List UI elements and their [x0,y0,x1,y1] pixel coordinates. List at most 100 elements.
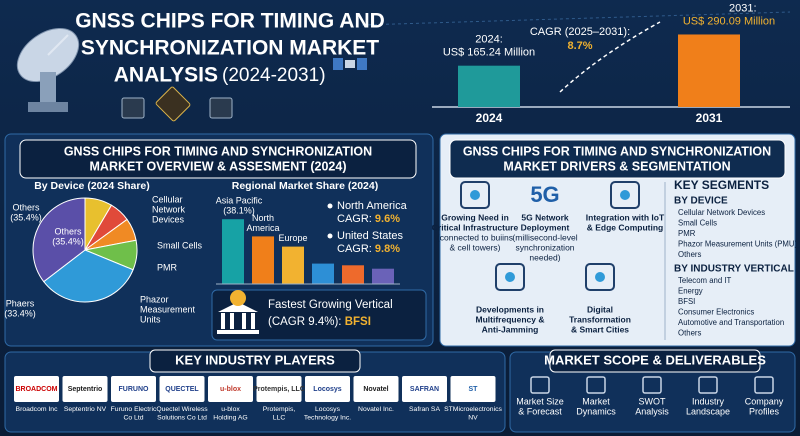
scope-item: Market Size [516,396,564,406]
callout-name: North America [337,200,408,212]
driver-title: Integration with IoT [586,212,665,222]
driver-note: needed) [529,252,560,262]
player-logo-card [256,376,302,402]
cagr-label: CAGR (2025–2031): [530,26,630,38]
driver-note: (millisecond-level [512,232,577,242]
growth-arrow [559,21,661,93]
player-logo: Protempis, LLC [253,386,305,393]
cagr-value: 8.7% [567,40,592,52]
players-title-box [149,349,361,373]
player-logo-card [62,376,108,402]
driver-title: Developments in [476,304,544,314]
scope-item: Dynamics [576,406,616,416]
driver-title: Growing Need in [441,212,509,222]
scope-item: & Forecast [518,406,562,416]
pie-label: (33.4%) [4,308,36,318]
pie-slice [43,249,134,303]
segments-heading: BY DEVICE [674,196,728,207]
overview-title-box [19,139,417,179]
callout-cagr: CAGR: 9.8% [337,243,400,255]
player-logo: QUECTEL [165,386,199,393]
pie-slice [32,197,86,283]
player-logo: Septentrio [68,386,103,393]
pie-label: Phazor [140,294,169,304]
drivers-title-box [449,139,786,179]
region-bar [252,236,274,284]
driver-title: & Edge Computing [587,222,664,232]
growth-year: 2031 [696,111,723,125]
segment-item: Automotive and Transportation [678,318,784,327]
callout-cagr: CAGR: 9.6% [337,213,400,225]
driver-note: (connected to buiins [437,232,513,242]
growth-value-label: US$ 165.24 Million [443,47,535,59]
driver-title: Digital [587,304,613,314]
satellite-dish-illustration [16,11,791,122]
fastest-vertical-part: BFSI [345,316,371,328]
bank-icon [217,290,259,334]
growth-bar [678,34,740,107]
segment-item: Energy [678,287,703,296]
player-name: Septentrio NV [64,406,107,413]
drivers-title: MARKET DRIVERS & SEGMENTATION [503,159,730,173]
driver-note: & cell towers) [449,242,500,252]
driver-icon-dot [470,190,480,200]
growth-value-label: US$ 290.09 Million [683,15,775,27]
device-chart-title: By Device (2024 Share) [34,180,150,192]
player-name: NV [468,414,478,421]
pie-side-label: (35.4%) [10,212,42,222]
driver-icon [610,181,640,209]
growth-bar [458,65,520,107]
driver-icon-dot [620,190,630,200]
overview-title: GNSS CHIPS FOR TIMING AND SYNCHRONIZATIO… [64,144,372,158]
scope-item: Company [745,396,784,406]
scope-icon [698,376,718,394]
player-logo-card [111,376,156,402]
scope-item: Profiles [749,406,780,416]
driver-title: 5G Network [521,212,569,222]
player-logo: Novatel [363,386,388,393]
driver-icon [460,181,490,209]
player-logo-card [14,376,59,402]
callout-bullet [327,233,333,239]
drivers-panel [439,133,796,347]
region-bar [312,263,334,284]
segments-heading: BY INDUSTRY VERTICAL [674,264,794,275]
drivers-title: GNSS CHIPS FOR TIMING AND SYNCHRONIZATIO… [463,144,771,158]
player-logo-card [402,376,447,402]
player-logo: FURUNO [119,386,149,393]
player-name: Furuno Electric [111,406,157,413]
callout-cagr-part: 9.6% [375,213,400,225]
region-value-label: (38.1%) [223,206,255,216]
scope-item: Market [582,396,610,406]
scope-item: Analysis [635,406,669,416]
scope-icon [586,376,606,394]
pie-label: Others [54,226,82,236]
fastest-title: Fastest Growing Vertical [268,299,393,311]
player-logo-card [305,376,350,402]
driver-title: Multifrequency & [476,314,545,324]
driver-note: synchronization [515,242,574,252]
callout-cagr-part: CAGR: [337,243,375,255]
fastest-vertical: (CAGR 9.4%): BFSI [268,316,371,328]
player-logo: BROADCOM [16,386,58,393]
segment-item: PMR [678,229,696,238]
player-logo-card [159,376,205,402]
player-logo-card [353,376,399,402]
pie-side-label: Others [12,202,40,212]
scope-item: Landscape [686,406,730,416]
player-name: Quectel Wireless [156,406,208,413]
fastest-box [211,289,427,341]
pie-label: PMR [157,262,178,272]
header-title: GNSS CHIPS FOR TIMING AND [75,10,385,33]
player-name: Solutions Co Ltd [157,414,207,421]
driver-title: Critical Infrastructure [432,222,519,232]
fastest-vertical-part: (CAGR 9.4%): [268,316,345,328]
segment-item: Others [678,250,701,259]
driver-title: Transformation [569,314,631,324]
callout-bullet [327,203,333,209]
region-bar [372,268,394,284]
scope-icon [530,376,550,394]
scope-icon [754,376,774,394]
scope-item: Industry [692,396,725,406]
